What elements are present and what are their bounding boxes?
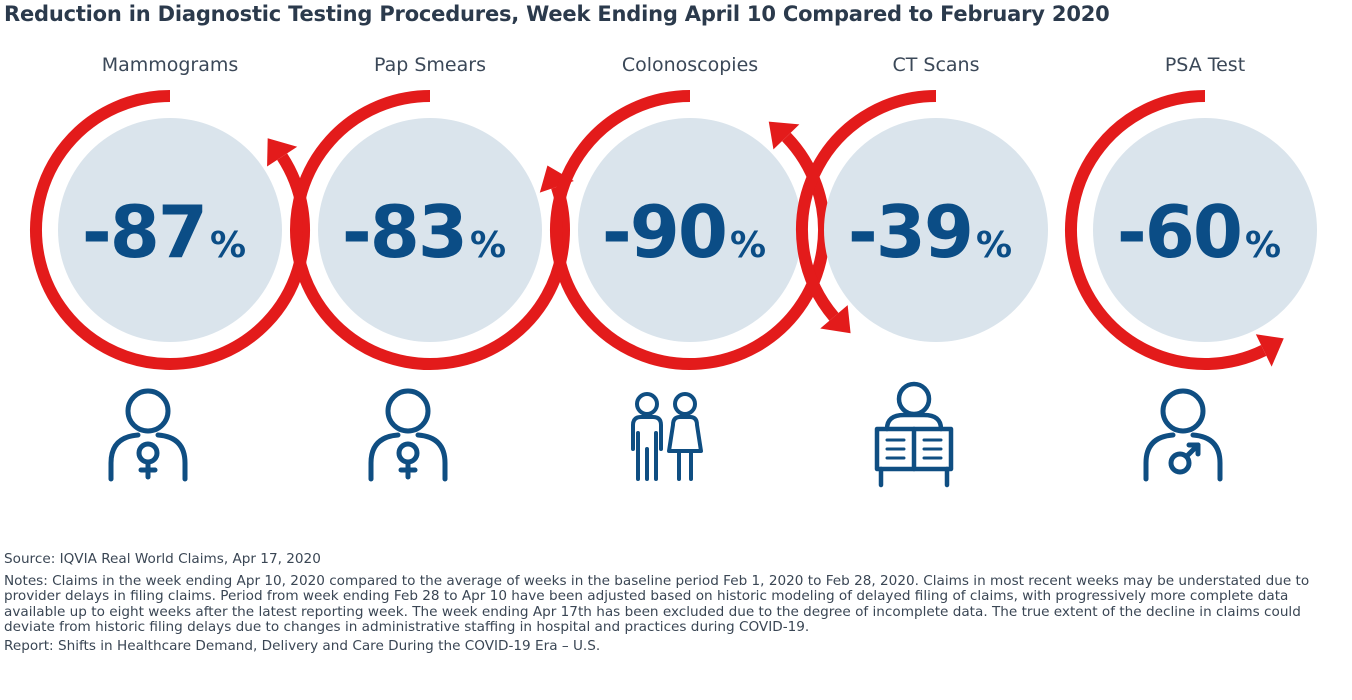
category-label: Colonoscopies — [622, 54, 758, 76]
value-unit: % — [210, 225, 246, 266]
notes-text: Notes: Claims in the week ending Apr 10,… — [4, 572, 1310, 636]
value-unit: % — [470, 225, 506, 266]
gauge-disc — [318, 118, 542, 342]
value-unit: % — [1245, 225, 1281, 266]
value-label: -90% — [602, 190, 766, 274]
category-label: Mammograms — [102, 54, 239, 76]
gauge-disc — [58, 118, 282, 342]
gauge-3: CT Scans -39% — [796, 54, 1048, 488]
gauge-arrowhead — [768, 121, 800, 150]
gauge-disc — [1093, 118, 1317, 342]
chart-title: Reduction in Diagnostic Testing Procedur… — [4, 2, 1110, 26]
value-number: -90 — [602, 190, 726, 274]
source-note: Source: IQVIA Real World Claims, Apr 17,… — [4, 551, 321, 567]
value-label: -39% — [848, 190, 1012, 274]
category-label: PSA Test — [1165, 54, 1245, 76]
gauge-arrowhead — [1255, 334, 1284, 367]
value-label: -83% — [342, 190, 506, 274]
value-unit: % — [730, 225, 766, 266]
value-number: -39 — [848, 190, 972, 274]
gauge-disc — [824, 118, 1048, 342]
gauge-1: Pap Smears -83% — [290, 54, 574, 482]
gauge-2: Colonoscopies -90% — [550, 54, 830, 481]
category-label: Pap Smears — [374, 54, 486, 76]
person-reading-icon — [874, 381, 954, 488]
gauge-4: PSA Test -60% — [1065, 54, 1317, 482]
male-person-icon — [1143, 388, 1223, 482]
female-person-icon — [108, 388, 188, 482]
gauge-arrowhead — [267, 138, 298, 167]
footer: Source: IQVIA Real World Claims, Apr 17,… — [4, 551, 1344, 655]
gauge-arc — [796, 90, 937, 321]
gauge-arc — [550, 90, 830, 370]
gauge-disc — [578, 118, 802, 342]
gauge-0: Mammograms -87% — [30, 54, 310, 482]
gauge-arc — [290, 90, 570, 370]
value-label: -60% — [1117, 190, 1281, 274]
category-label: CT Scans — [892, 54, 979, 76]
gauge-arrowhead — [539, 165, 574, 193]
gauge-figure: Mammograms-87 %Pap Smears-83 %Colonoscopie… — [30, 54, 1317, 488]
female-person-icon — [368, 388, 448, 482]
value-number: -87 — [82, 190, 206, 274]
report-note: Report: Shifts in Healthcare Demand, Del… — [4, 637, 601, 654]
value-number: -60 — [1117, 190, 1241, 274]
gauge-arrowhead — [820, 305, 851, 334]
gauge-arc — [1065, 90, 1267, 370]
value-unit: % — [976, 225, 1012, 266]
value-number: -83 — [342, 190, 466, 274]
couple-icon — [631, 392, 703, 481]
value-label: -87% — [82, 190, 246, 274]
